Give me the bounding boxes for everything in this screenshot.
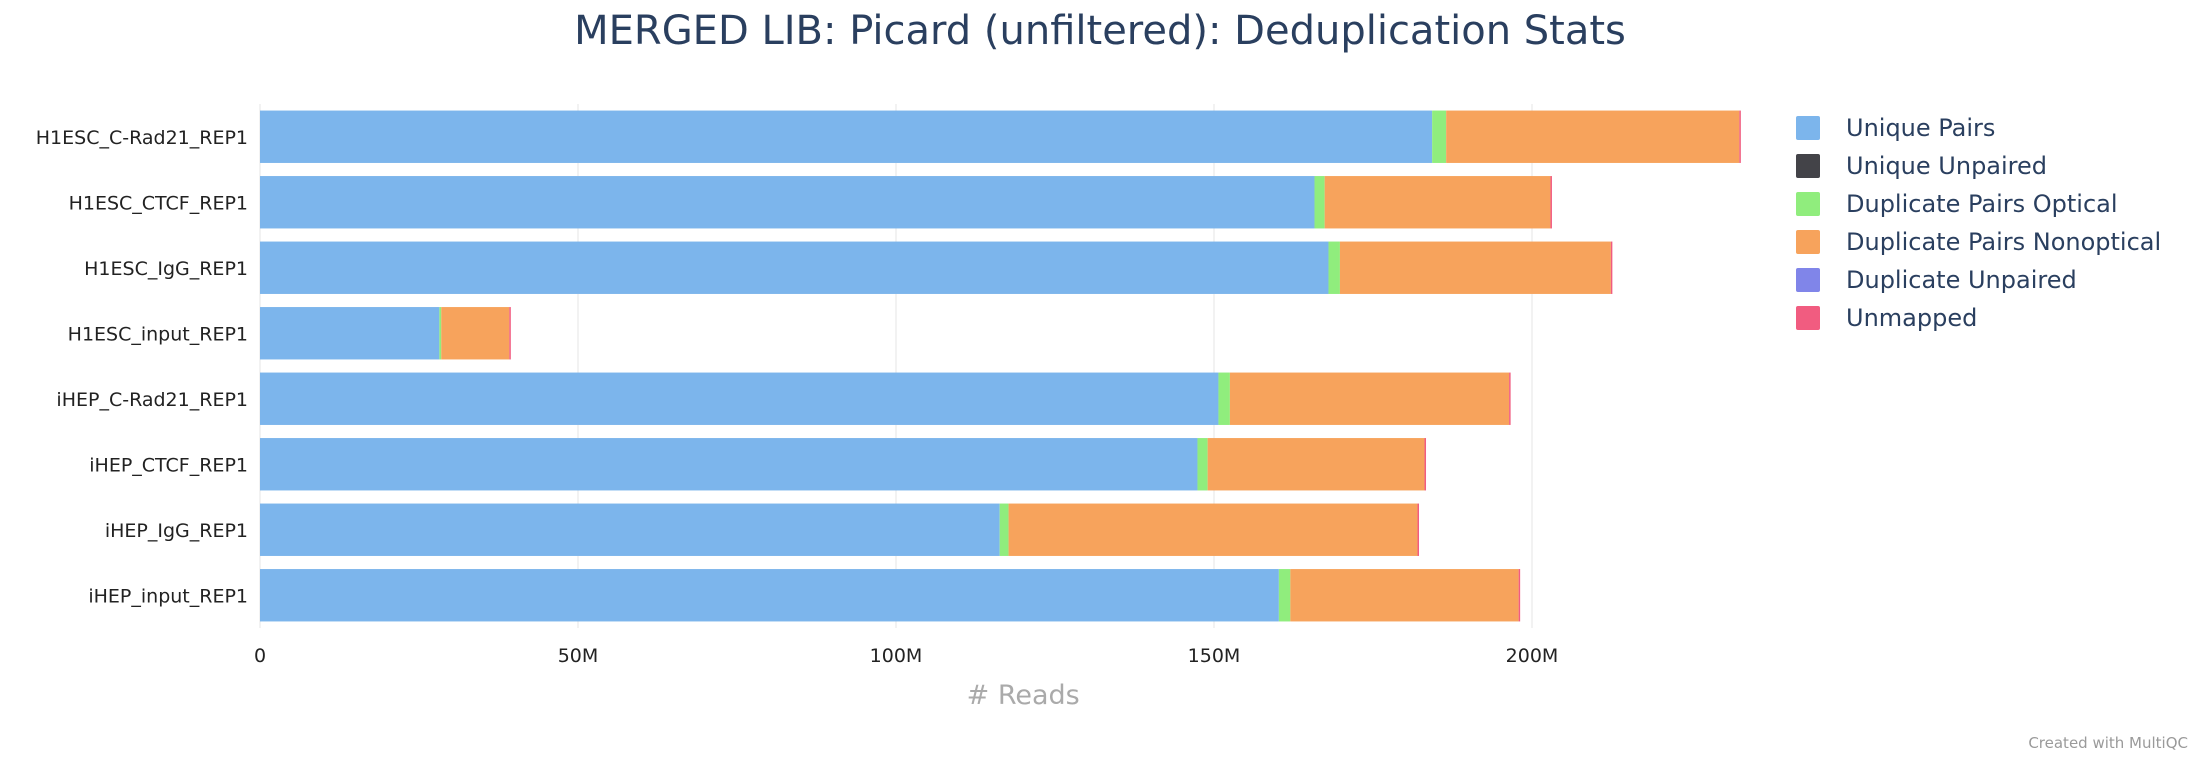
- legend-label: Duplicate Unpaired: [1846, 266, 2077, 294]
- bar-segment[interactable]: [1008, 503, 1418, 556]
- y-category-label: H1ESC_C-Rad21_REP1: [36, 127, 248, 149]
- bar-segment[interactable]: [1290, 569, 1519, 622]
- y-category-label: iHEP_input_REP1: [88, 585, 248, 607]
- bar-segment[interactable]: [260, 176, 1315, 229]
- bar-segment[interactable]: [1197, 438, 1208, 491]
- bar-segment[interactable]: [1417, 503, 1420, 556]
- chart-title: MERGED LIB: Picard (unfiltered): Dedupli…: [574, 8, 1626, 54]
- legend-swatch: [1796, 154, 1820, 178]
- x-tick-label: 200M: [1506, 645, 1559, 667]
- legend-swatch: [1796, 192, 1820, 216]
- y-category-label: iHEP_CTCF_REP1: [89, 454, 248, 476]
- bar-segment[interactable]: [1446, 110, 1740, 163]
- bar-segment[interactable]: [260, 241, 1329, 294]
- legend-item[interactable]: Unique Pairs: [1796, 113, 1995, 143]
- bar-segment[interactable]: [441, 307, 510, 360]
- bar-segment[interactable]: [260, 110, 1433, 163]
- bar-segment[interactable]: [1739, 110, 1741, 163]
- bar-segment[interactable]: [260, 307, 440, 360]
- bar-segment[interactable]: [1339, 241, 1611, 294]
- bar-segment[interactable]: [1328, 241, 1340, 294]
- legend-item[interactable]: Duplicate Pairs Optical: [1796, 189, 2118, 219]
- legend-label: Duplicate Pairs Optical: [1846, 190, 2118, 218]
- bar-segment[interactable]: [1324, 176, 1551, 229]
- y-category-label: H1ESC_CTCF_REP1: [69, 192, 248, 214]
- axis-labels: 0 50M 100M 150M 200M # Reads H1ESC_C-Rad21_REP…: [36, 127, 1559, 711]
- bar-segment[interactable]: [1509, 372, 1511, 425]
- legend-item[interactable]: Unmapped: [1796, 303, 1977, 333]
- bar-segment[interactable]: [1424, 438, 1427, 491]
- bar-segment[interactable]: [1550, 176, 1552, 229]
- legend-label: Unique Pairs: [1846, 114, 1996, 142]
- bar-segment[interactable]: [1229, 372, 1510, 425]
- x-tick-label: 100M: [870, 645, 923, 667]
- bar-segment[interactable]: [999, 503, 1009, 556]
- bar-segment[interactable]: [260, 438, 1198, 491]
- legend-swatch: [1796, 306, 1820, 330]
- y-category-label: H1ESC_input_REP1: [68, 323, 248, 345]
- bar-segment[interactable]: [439, 307, 442, 360]
- credit-text: Created with MultiQC: [2028, 734, 2188, 752]
- bar-segment[interactable]: [1610, 241, 1613, 294]
- legend-item[interactable]: Duplicate Pairs Nonoptical: [1796, 227, 2161, 257]
- bar-segment[interactable]: [1218, 372, 1230, 425]
- bar-segment[interactable]: [509, 307, 511, 360]
- bar-segment[interactable]: [1278, 569, 1291, 622]
- y-category-label: iHEP_C-Rad21_REP1: [56, 389, 248, 411]
- x-tick-label: 150M: [1188, 645, 1241, 667]
- legend-swatch: [1796, 230, 1820, 254]
- legend-item[interactable]: Duplicate Unpaired: [1796, 265, 2077, 295]
- legend-swatch: [1796, 116, 1820, 140]
- legend-label: Duplicate Pairs Nonoptical: [1846, 228, 2162, 256]
- legend-label: Unmapped: [1846, 304, 1978, 332]
- bar-segment[interactable]: [1432, 110, 1447, 163]
- bar-segment[interactable]: [1518, 569, 1521, 622]
- legend-item[interactable]: Unique Unpaired: [1796, 151, 2047, 181]
- bar-segment[interactable]: [1207, 438, 1425, 491]
- x-tick-label: 50M: [558, 645, 599, 667]
- x-tick-label: 0: [254, 645, 266, 667]
- legend-label: Unique Unpaired: [1846, 152, 2048, 180]
- y-category-label: H1ESC_IgG_REP1: [84, 258, 248, 280]
- x-axis-title: # Reads: [967, 680, 1080, 711]
- bar-segment[interactable]: [260, 569, 1279, 622]
- bar-segment[interactable]: [1314, 176, 1325, 229]
- legend-swatch: [1796, 268, 1820, 292]
- y-category-label: iHEP_IgG_REP1: [105, 520, 248, 542]
- bars: [260, 110, 1741, 622]
- bar-segment[interactable]: [260, 503, 1000, 556]
- bar-segment[interactable]: [260, 372, 1219, 425]
